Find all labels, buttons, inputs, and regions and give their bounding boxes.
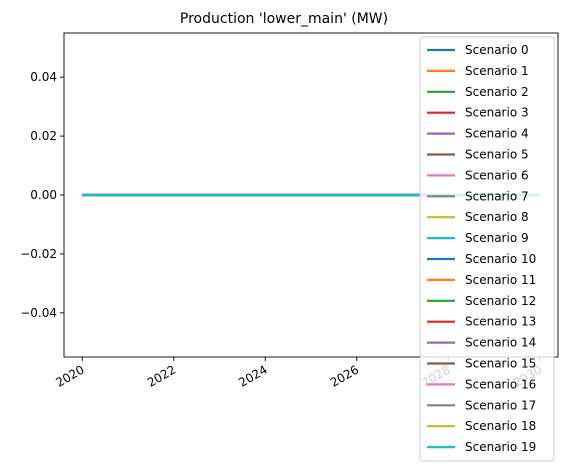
- x-tick-label: 2024: [236, 362, 269, 389]
- legend: Scenario 0 Scenario 1 Scenario 2 Scenario 3…: [419, 36, 555, 462]
- legend-label: Scenario 2: [465, 85, 529, 99]
- legend-label: Scenario 11: [465, 273, 536, 287]
- legend-label: Scenario 10: [465, 252, 536, 266]
- legend-label: Scenario 15: [465, 357, 536, 371]
- legend-label: Scenario 9: [465, 231, 529, 245]
- y-tick-label: 0.04: [30, 70, 57, 84]
- y-tick-label: −0.04: [20, 306, 57, 320]
- legend-label: Scenario 1: [465, 64, 529, 78]
- legend-label: Scenario 4: [465, 127, 529, 141]
- y-tick-label: 0.00: [30, 188, 57, 202]
- legend-label: Scenario 0: [465, 43, 529, 57]
- legend-label: Scenario 6: [465, 168, 529, 182]
- y-tick-label: −0.02: [20, 247, 57, 261]
- legend-label: Scenario 19: [465, 440, 536, 454]
- legend-label: Scenario 7: [465, 189, 529, 203]
- x-tick-label: 2020: [53, 362, 86, 389]
- legend-label: Scenario 14: [465, 336, 536, 350]
- x-tick-label: 2026: [328, 362, 361, 389]
- legend-label: Scenario 12: [465, 294, 536, 308]
- y-tick-label: 0.02: [30, 129, 57, 143]
- legend-label: Scenario 8: [465, 210, 529, 224]
- chart-title: Production 'lower_main' (MW): [180, 11, 388, 27]
- legend-label: Scenario 17: [465, 398, 536, 412]
- legend-label: Scenario 16: [465, 377, 536, 391]
- legend-label: Scenario 13: [465, 315, 536, 329]
- x-tick-label: 2022: [145, 362, 178, 389]
- legend-frame: [419, 36, 555, 462]
- legend-label: Scenario 18: [465, 419, 536, 433]
- y-axis: 0.04 0.02 0.00 −0.02 −0.04: [20, 70, 64, 320]
- legend-label: Scenario 3: [465, 106, 529, 120]
- legend-label: Scenario 5: [465, 148, 529, 162]
